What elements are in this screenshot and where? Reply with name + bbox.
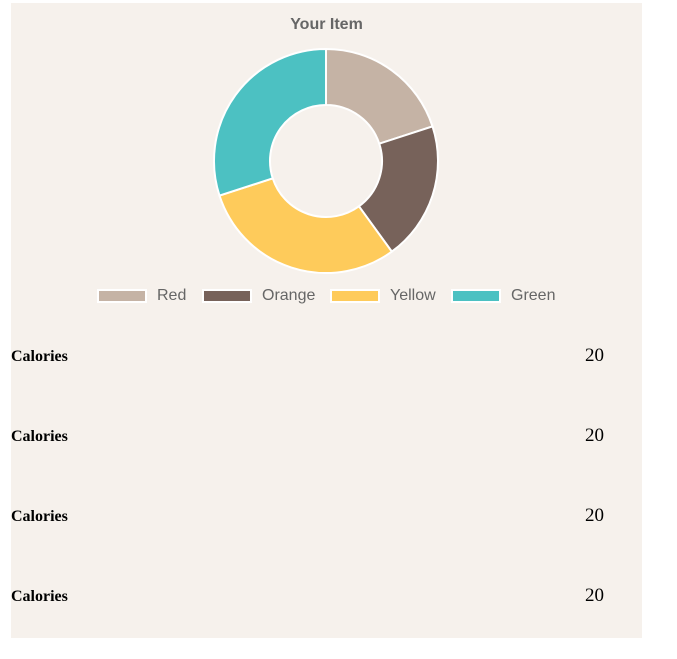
- chart-legend: Red Orange Yellow Green: [11, 286, 642, 306]
- legend-label-red: Red: [157, 287, 187, 304]
- nutrition-value: 20: [585, 585, 604, 606]
- donut-slice-yellow[interactable]: [218, 177, 394, 274]
- legend-swatch-red: [97, 289, 147, 303]
- nutrition-value: 20: [585, 345, 604, 366]
- nutrition-label: Calories: [11, 428, 68, 445]
- chart-card: Your Item Red Orange Yellow Green Calori…: [11, 3, 642, 638]
- legend-label-green: Green: [511, 287, 556, 304]
- nutrition-row: Calories 20: [11, 345, 642, 369]
- chart-title: Your Item: [290, 16, 363, 33]
- donut-chart: [213, 47, 439, 274]
- legend-swatch-yellow: [330, 289, 380, 303]
- nutrition-row: Calories 20: [11, 425, 642, 449]
- legend-swatch-green: [451, 289, 501, 303]
- legend-label-yellow: Yellow: [390, 287, 436, 304]
- nutrition-row: Calories 20: [11, 505, 642, 529]
- donut-slice-green[interactable]: [213, 47, 327, 197]
- nutrition-label: Calories: [11, 588, 68, 605]
- legend-label-orange: Orange: [262, 287, 316, 304]
- legend-swatch-orange: [202, 289, 252, 303]
- donut-slice-red[interactable]: [325, 47, 434, 145]
- nutrition-label: Calories: [11, 508, 68, 525]
- nutrition-label: Calories: [11, 348, 68, 365]
- nutrition-value: 20: [585, 505, 604, 526]
- nutrition-value: 20: [585, 425, 604, 446]
- nutrition-row: Calories 20: [11, 585, 642, 609]
